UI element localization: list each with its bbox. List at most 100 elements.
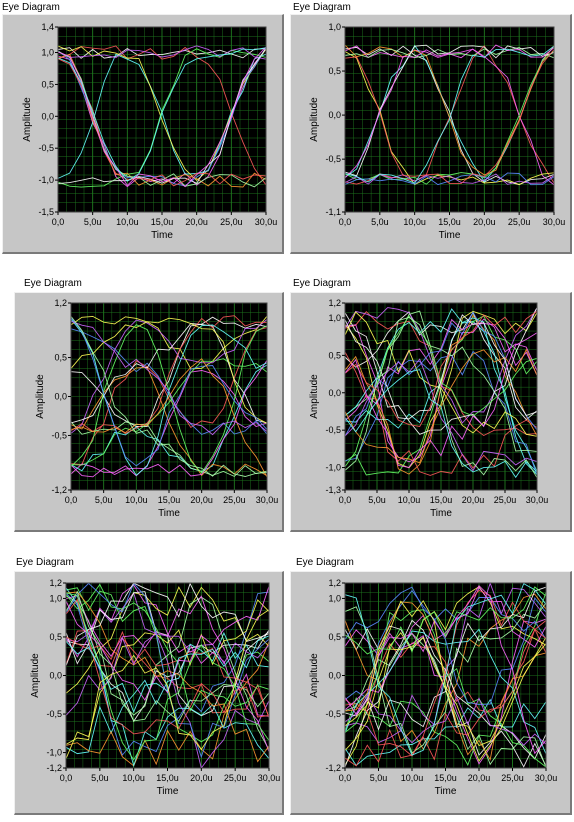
trace-line xyxy=(344,628,547,755)
trace-line xyxy=(57,45,267,60)
panel-title: Eye Diagram xyxy=(16,557,74,568)
trace-line xyxy=(65,595,270,750)
trace-group xyxy=(344,44,555,186)
y-tick-label: 0,5 xyxy=(328,350,341,360)
y-tick-label: 1,0 xyxy=(328,593,341,603)
trace-line xyxy=(344,698,547,767)
trace-line xyxy=(344,369,538,479)
trace-line xyxy=(344,311,538,437)
trace-group xyxy=(57,45,267,188)
trace-line xyxy=(344,44,555,176)
trace-line xyxy=(344,581,547,744)
trace-line xyxy=(344,620,547,761)
x-tick-label: 5,0u xyxy=(95,495,113,505)
y-tick-label: 0,0 xyxy=(328,671,341,681)
y-axis-label: Amplitude xyxy=(22,97,33,142)
panel-title: Eye Diagram xyxy=(293,278,351,289)
trace-line xyxy=(344,358,538,472)
trace-line xyxy=(65,633,270,716)
x-tick-label: 20,0u xyxy=(473,217,496,227)
y-axis-label: Amplitude xyxy=(309,374,320,419)
x-tick-label: 15,0u xyxy=(430,495,453,505)
x-tick-label: 25,0u xyxy=(508,217,531,227)
trace-line xyxy=(344,332,538,469)
trace-line xyxy=(65,631,270,755)
trace-line xyxy=(344,602,547,754)
y-tick-label: 1,4 xyxy=(41,22,54,32)
y-tick-label: -1,0 xyxy=(38,175,54,185)
y-tick-label: 0,0 xyxy=(54,392,67,402)
trace-line xyxy=(70,360,268,478)
y-tick-label: -0,5 xyxy=(38,143,54,153)
x-tick-label: 15,0u xyxy=(158,495,181,505)
trace-line xyxy=(70,358,268,466)
y-tick-label: -1,5 xyxy=(38,207,54,217)
x-tick-label: 5,0u xyxy=(371,217,389,227)
trace-line xyxy=(65,583,270,713)
y-tick-label: 0,5 xyxy=(41,79,54,89)
x-axis-label: Time xyxy=(157,786,179,797)
x-tick-label: 15,0u xyxy=(434,773,457,783)
x-tick-label: 25,0u xyxy=(501,773,524,783)
y-tick-label: -0,5 xyxy=(325,425,341,435)
trace-line xyxy=(344,45,555,184)
x-tick-label: 0,0 xyxy=(339,495,352,505)
y-tick-label: -1,1 xyxy=(325,207,341,217)
y-tick-label: 1,2 xyxy=(54,298,67,308)
x-tick-label: 25,0u xyxy=(220,217,243,227)
x-tick-label: 5,0u xyxy=(84,217,102,227)
trace-line xyxy=(57,58,267,187)
x-tick-label: 10,0u xyxy=(122,773,145,783)
panel-title: Eye Diagram xyxy=(293,2,351,13)
trace-line xyxy=(65,629,270,723)
trace-line xyxy=(344,351,538,476)
y-tick-label: 1,2 xyxy=(328,578,341,588)
y-tick-label: -1,0 xyxy=(325,463,341,473)
x-tick-label: 15,0u xyxy=(438,217,461,227)
trace-line xyxy=(57,53,267,188)
y-tick-label: -1,3 xyxy=(325,485,341,495)
x-tick-label: 20,0u xyxy=(190,495,213,505)
x-tick-label: 20,0u xyxy=(185,217,208,227)
trace-line xyxy=(65,592,270,770)
x-tick-label: 0,0 xyxy=(60,773,73,783)
trace-line xyxy=(65,635,270,714)
x-tick-label: 5,0u xyxy=(91,773,109,783)
x-tick-label: 25,0u xyxy=(494,495,517,505)
x-axis-label: Time xyxy=(435,786,457,797)
trace-line xyxy=(57,46,267,188)
y-tick-label: -0,5 xyxy=(325,709,341,719)
y-tick-label: 0,0 xyxy=(328,110,341,120)
trace-line xyxy=(344,47,555,59)
trace-group xyxy=(70,315,268,478)
trace-line xyxy=(344,586,547,766)
trace-line xyxy=(344,311,538,421)
trace-line xyxy=(344,172,555,186)
trace-line xyxy=(70,421,268,477)
trace-line xyxy=(344,586,547,711)
trace-line xyxy=(65,591,270,763)
trace-line xyxy=(70,315,268,370)
trace-line xyxy=(70,327,268,466)
trace-line xyxy=(70,317,268,467)
trace-line xyxy=(65,598,270,735)
x-tick-label: 0,0 xyxy=(52,217,65,227)
x-tick-label: 20,0u xyxy=(468,773,491,783)
y-tick-label: 0,5 xyxy=(49,632,62,642)
y-tick-label: -1,2 xyxy=(51,485,67,495)
y-tick-label: -1,0 xyxy=(46,748,62,758)
y-tick-label: 0,0 xyxy=(328,388,341,398)
trace-line xyxy=(65,599,270,759)
x-tick-label: 25,0u xyxy=(224,773,247,783)
trace-line xyxy=(57,47,267,182)
x-tick-label: 30,0u xyxy=(535,773,558,783)
x-tick-label: 15,0u xyxy=(151,217,174,227)
trace-line xyxy=(65,586,270,701)
trace-line xyxy=(344,599,547,762)
trace-line xyxy=(344,308,538,475)
x-tick-label: 10,0u xyxy=(116,217,139,227)
x-tick-label: 30,0u xyxy=(543,217,566,227)
